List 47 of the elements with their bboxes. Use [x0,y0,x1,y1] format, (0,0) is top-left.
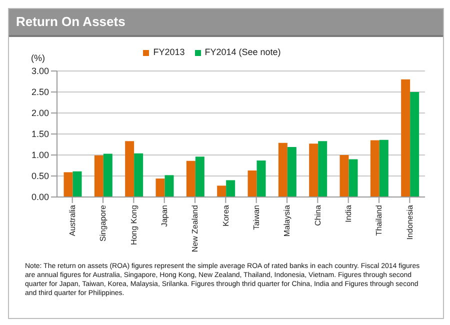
y-tick-label: 0.00 [31,192,49,202]
x-tick-label: Malaysia [282,204,292,237]
bar [401,79,410,197]
chart-title: Return On Assets [9,9,443,37]
x-tick-label: Taiwan [252,205,262,230]
x-tick-label: Thailand [374,205,384,236]
x-tick-label: New Zealand [190,205,200,252]
bar [94,155,104,197]
bar [195,156,204,197]
bar [256,160,266,197]
x-tick-label: Singapore [98,204,108,242]
bar [348,159,358,197]
y-tick-label: 2.50 [31,87,49,98]
bar [318,141,328,197]
bar [248,170,257,197]
bar [186,160,196,197]
x-tick-label: Korea [221,204,230,226]
bar [164,175,174,197]
bar [103,154,112,197]
bar [64,172,73,197]
y-tick-label: 1.50 [31,129,49,140]
x-tick-label: China [313,204,322,226]
bar [287,147,296,197]
x-tick-label: Hong Kong [129,205,138,246]
x-tick-label: Australia [68,204,78,236]
y-tick-label: 0.50 [31,171,49,182]
x-tick-label: Japan [160,205,170,227]
bar [309,144,318,197]
x-tick-label: India [344,204,354,222]
bar [72,171,82,197]
y-tick-label: 3.00 [31,66,49,76]
y-tick-label: 1.00 [31,150,49,160]
x-tick-label: Indonesia [405,204,414,240]
bar [370,140,380,197]
bar [278,142,288,197]
bar [340,155,349,197]
y-tick-label: 2.00 [31,108,49,118]
legend-label: FY2014 (See note) [204,47,281,57]
bar [379,140,388,197]
bar [410,92,420,197]
legend-label: FY2013 [153,47,185,57]
bar [217,186,226,197]
bar [156,178,165,197]
bar [134,153,144,197]
bar [226,180,236,197]
bar [125,141,134,197]
y-axis-title: (%) [31,53,45,63]
